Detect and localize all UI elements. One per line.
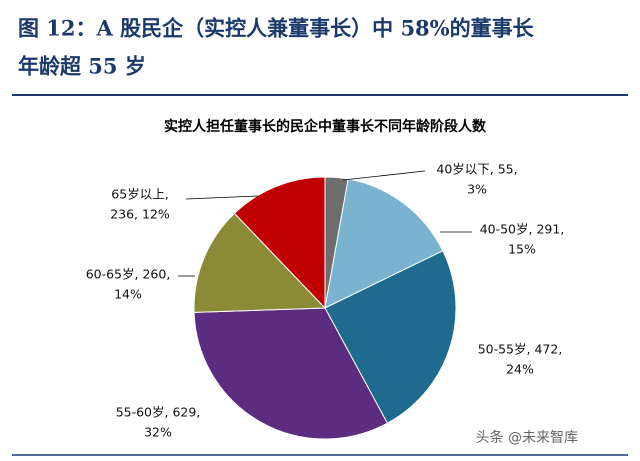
header-title: 图 12：A 股民企（实控人兼董事长）中 58%的董事长 bbox=[18, 16, 535, 41]
data-label: 32% bbox=[144, 425, 172, 440]
data-label: 24% bbox=[506, 362, 534, 377]
pie-slice bbox=[233, 176, 326, 310]
data-label: 65岁以上, bbox=[111, 187, 168, 202]
watermark: 头条 @未来智库 bbox=[476, 429, 578, 446]
leader-line bbox=[185, 195, 259, 200]
data-label: 3% bbox=[467, 182, 487, 197]
data-label: 60-65岁, 260, bbox=[86, 267, 171, 282]
data-label: 40-50岁, 291, bbox=[480, 222, 565, 237]
data-label: 236, 12% bbox=[110, 207, 170, 222]
pie-slice bbox=[324, 250, 457, 424]
data-label: 15% bbox=[508, 242, 536, 257]
leader-line bbox=[342, 170, 426, 181]
pie-slice bbox=[324, 178, 444, 309]
data-label: 50-55岁, 472, bbox=[478, 342, 563, 357]
header-title: 年龄超 55 岁 bbox=[18, 54, 146, 79]
data-label: 40岁以下, 55, bbox=[436, 162, 517, 177]
data-label: 55-60岁, 629, bbox=[116, 405, 201, 420]
data-label: 14% bbox=[114, 287, 142, 302]
pie-slice bbox=[193, 212, 327, 313]
pie-slice bbox=[193, 307, 389, 440]
chart-title: 实控人担任董事长的民企中董事长不同年龄阶段人数 bbox=[164, 118, 487, 135]
